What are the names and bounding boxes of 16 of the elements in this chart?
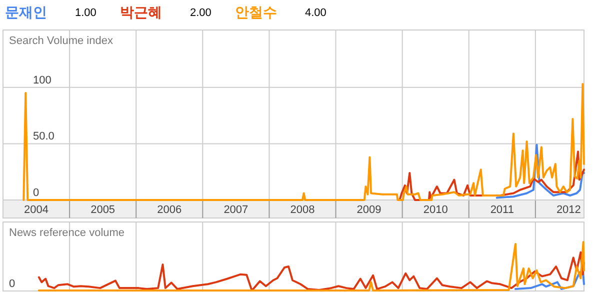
x-tick-label: 2011 [490,204,514,216]
y-tick-label: 100 [33,74,52,86]
x-tick-label: 2007 [224,204,248,216]
y-tick-label: 50.0 [33,130,54,143]
annotation: 0 [9,278,16,290]
x-tick-label: 2010 [423,204,448,216]
x-tick-label: 2012 [556,204,581,216]
x-tick-label: 2008 [290,204,315,216]
legend: 문재인 1.00 박근혜 2.00 안철수 4.00 [5,4,326,20]
x-tick-label: 2009 [356,204,382,216]
y-tick-label: 0 [33,187,40,199]
y-axis-title: News reference volume [9,227,125,239]
y-axis-title: Search Volume index [9,35,114,47]
x-tick-label: 2005 [90,204,116,216]
x-tick-label: 2004 [24,204,49,216]
x-tick-label: 2006 [157,204,182,216]
